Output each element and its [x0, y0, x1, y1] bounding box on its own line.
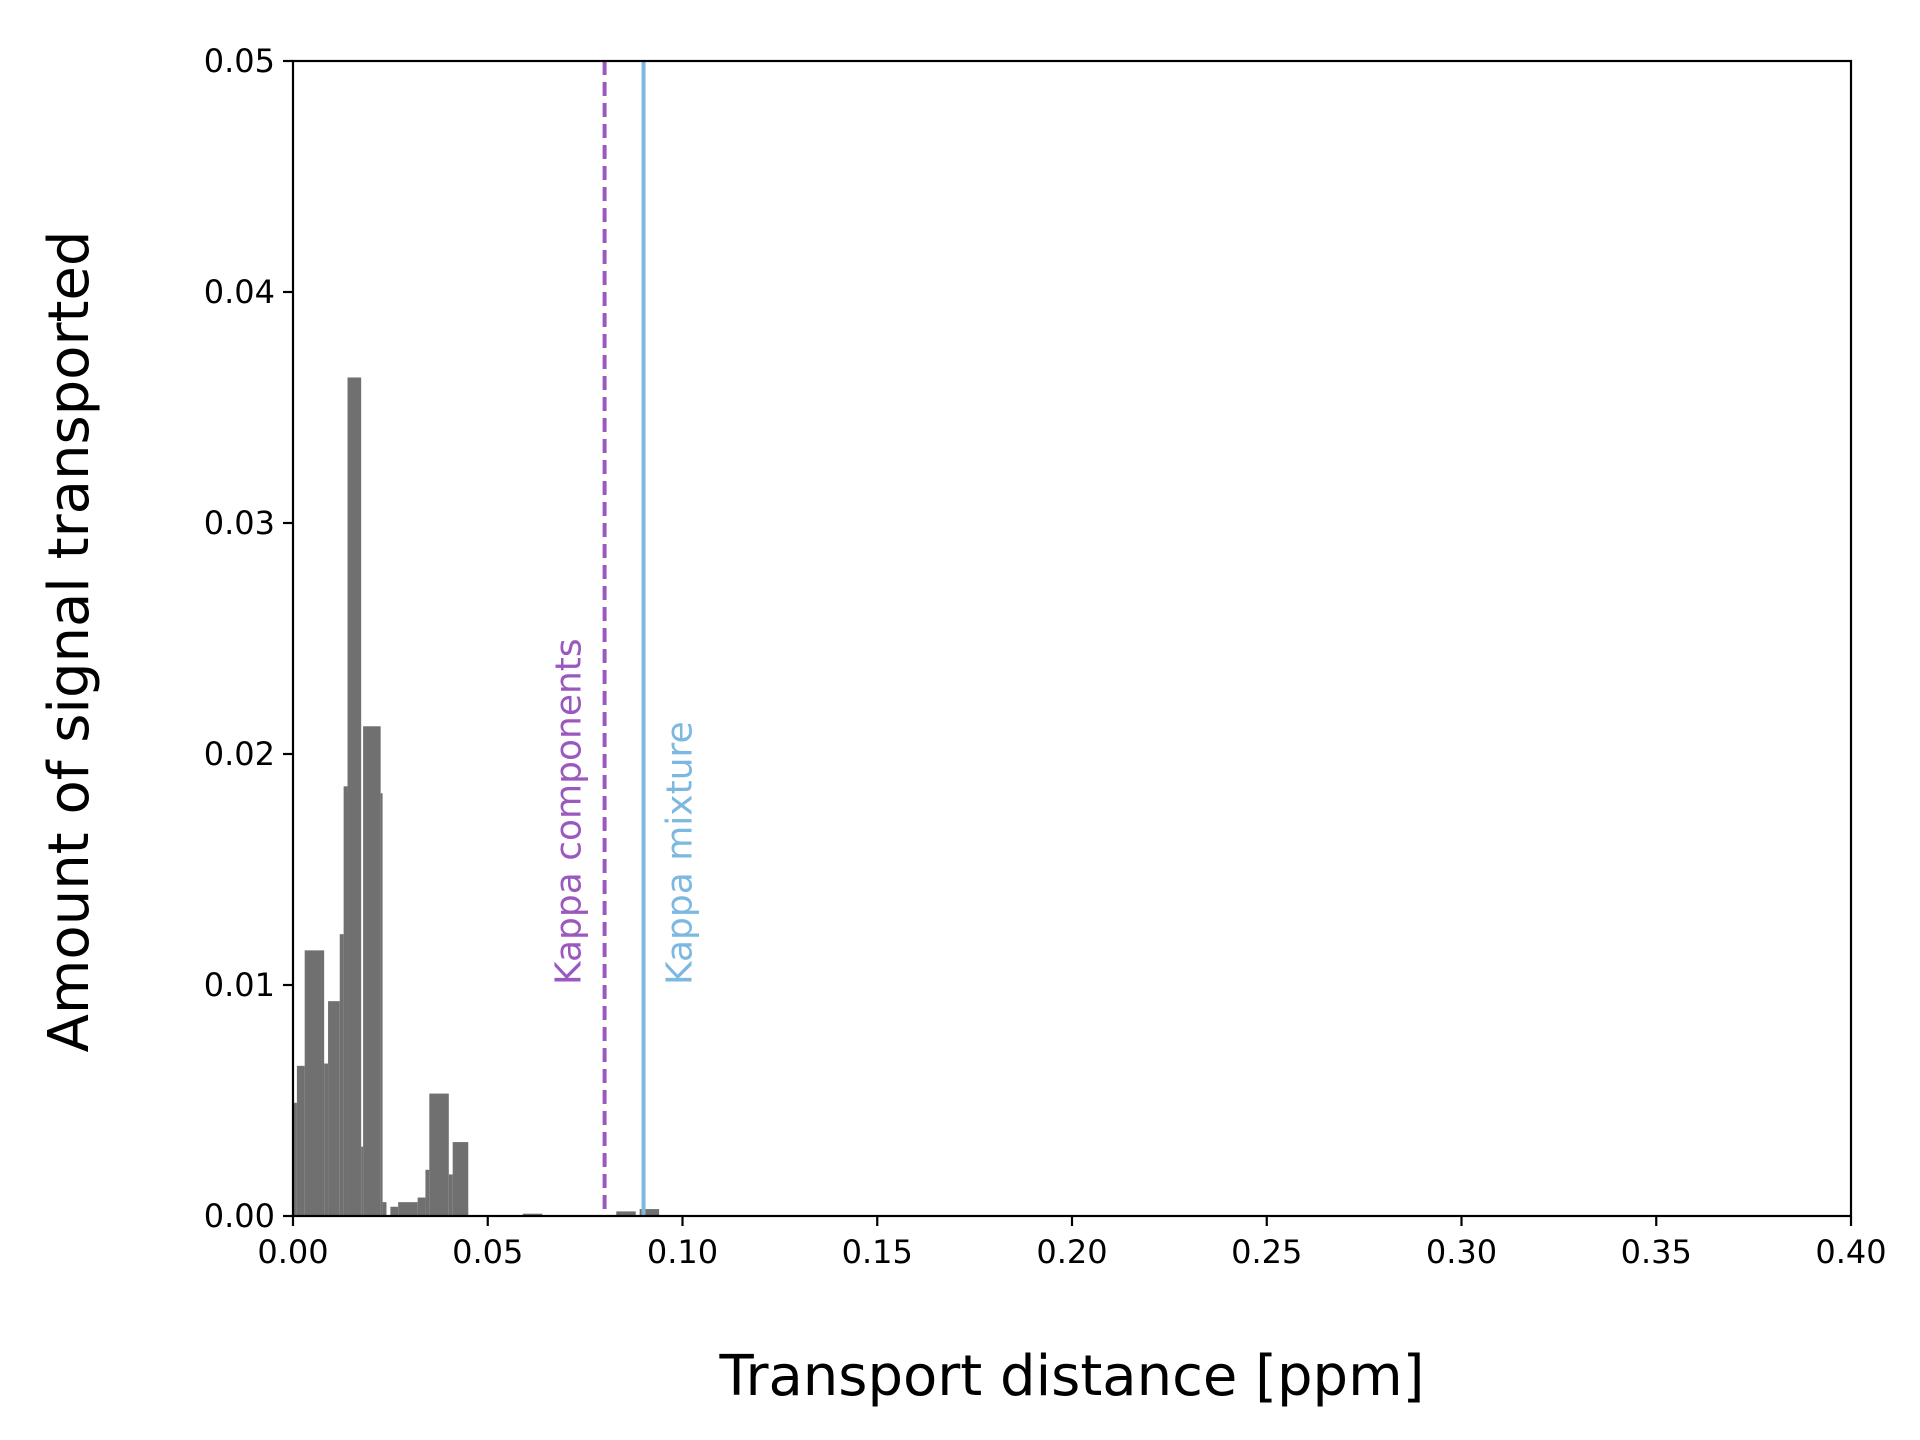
histogram-bars [293, 377, 660, 1217]
histogram-bar-4 [328, 1001, 340, 1216]
x-tick-label-6: 0.30 [1426, 1233, 1497, 1271]
histogram-bar-8 [361, 1146, 364, 1216]
x-tick-label-4: 0.20 [1036, 1233, 1107, 1271]
histogram-bar-18 [452, 1142, 469, 1216]
x-tick-label-3: 0.15 [842, 1233, 913, 1271]
histogram-bar-20 [616, 1211, 636, 1216]
reference-line-label-1: Kappa mixture [660, 721, 701, 985]
histogram-bar-2 [304, 950, 325, 1216]
histogram-bar-7 [347, 377, 362, 1217]
histogram-bar-10 [380, 793, 383, 1216]
histogram-bar-5 [339, 934, 344, 1216]
y-tick-label-4: 0.04 [204, 273, 275, 311]
x-tick-label-8: 0.40 [1815, 1233, 1886, 1271]
histogram-bar-13 [398, 1202, 418, 1216]
y-axis-ticks: 0.00 0.01 0.02 0.03 0.04 0.05 [204, 42, 293, 1235]
histogram-bar-17 [448, 1174, 453, 1216]
y-tick-label-3: 0.03 [204, 504, 275, 542]
histogram-bar-3 [324, 1063, 329, 1216]
x-axis-title: Transport distance [ppm] [718, 1344, 1424, 1409]
histogram-bar-6 [343, 786, 348, 1216]
histogram-bar-15 [425, 1169, 430, 1216]
y-tick-label-1: 0.01 [204, 966, 275, 1004]
y-tick-label-2: 0.02 [204, 735, 275, 773]
y-axis-title: Amount of signal transported [37, 231, 102, 1053]
histogram-bar-0 [293, 1102, 297, 1216]
plot-frame [291, 59, 1853, 1218]
reference-line-label-0: Kappa components [549, 638, 590, 985]
histogram-bar-21 [639, 1209, 660, 1216]
histogram-bar-1 [296, 1065, 305, 1216]
histogram-bar-14 [417, 1197, 426, 1216]
x-tick-label-2: 0.10 [647, 1233, 718, 1271]
x-tick-label-0: 0.00 [257, 1233, 328, 1271]
x-tick-label-7: 0.35 [1621, 1233, 1692, 1271]
x-axis-ticks: 0.00 0.05 0.10 0.15 0.20 0.25 0.30 0.35 0.40 [257, 1216, 1887, 1271]
y-tick-label-0: 0.00 [204, 1197, 275, 1235]
x-tick-label-1: 0.05 [452, 1233, 523, 1271]
y-tick-label-5: 0.05 [204, 42, 275, 80]
histogram-bar-19 [522, 1213, 543, 1216]
x-tick-label-5: 0.25 [1231, 1233, 1302, 1271]
reference-lines: Kappa components Kappa mixture [549, 61, 701, 1216]
histogram-bar-11 [382, 1202, 387, 1216]
histogram-bar-9 [363, 726, 381, 1216]
histogram-bar-16 [429, 1093, 449, 1216]
histogram-bar-12 [390, 1206, 399, 1216]
